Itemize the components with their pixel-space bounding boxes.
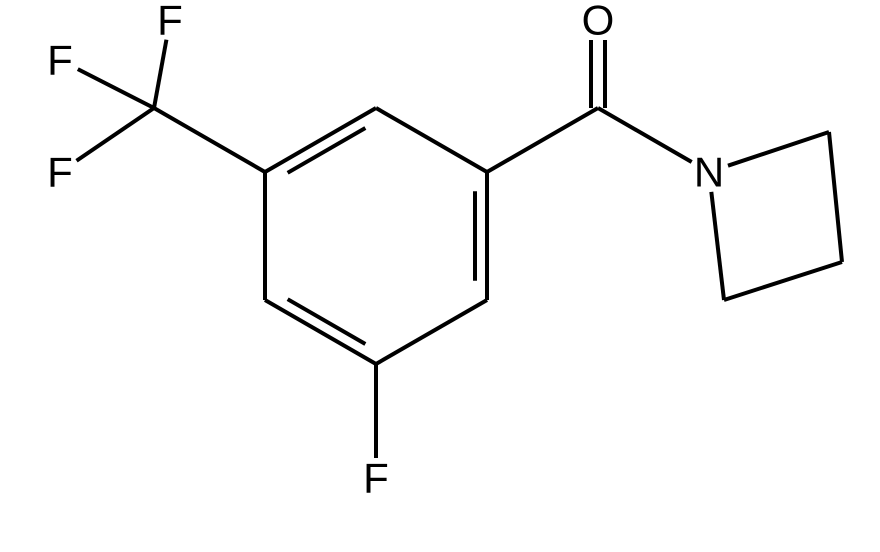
atom-label-f_b: F bbox=[47, 37, 73, 84]
atom-label-f_a: F bbox=[47, 149, 73, 196]
atom-label-f_ring: F bbox=[363, 455, 389, 502]
atom-label-O: O bbox=[582, 0, 615, 44]
molecule-diagram: F F F F O N bbox=[0, 0, 880, 552]
atom-label-f_c: F bbox=[157, 0, 183, 44]
atom-label-N: N bbox=[694, 149, 724, 196]
